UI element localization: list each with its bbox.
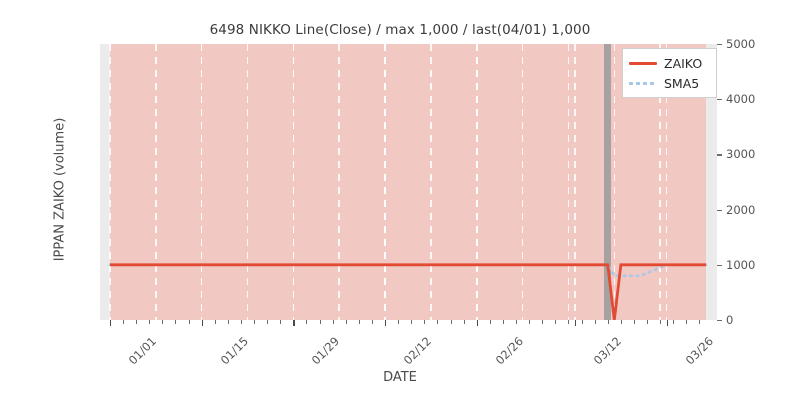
x-tick-minor [371,320,373,324]
x-tick-minor [254,320,256,324]
y-tick-label: 1000 [726,257,756,272]
x-tick-minor [123,320,125,324]
x-tick-minor [345,320,347,324]
x-tick-minor [633,320,635,324]
y-tick-label: 5000 [726,37,756,51]
x-tick-label: 03/12 [590,334,625,368]
y-tick-label: 0 [726,313,734,327]
legend-item-zaiko: ZAIKO [629,53,710,73]
series-line-sma5 [108,263,708,278]
legend-label-sma5: SMA5 [664,75,700,91]
x-tick-minor [529,320,531,324]
x-tick-minor [699,320,701,324]
x-tick-label: 02/12 [400,334,435,368]
x-tick-minor [332,320,334,324]
y-tick [717,264,722,266]
x-tick-major [110,320,112,326]
series-layer [108,263,708,320]
x-tick-minor [542,320,544,324]
chart-title: 6498 NIKKO Line(Close) / max 1,000 / las… [209,22,591,38]
x-tick-minor [660,320,662,324]
x-tick-minor [555,320,557,324]
y-tick [717,320,722,322]
x-tick-label: 03/26 [682,334,716,368]
x-tick-minor [280,320,282,324]
x-tick-minor [686,320,688,324]
x-tick-major [666,320,668,326]
legend-swatch-zaiko-icon [629,58,657,68]
x-tick-minor [227,320,229,324]
x-tick-major [201,320,203,326]
legend-swatch-sma5-icon [629,78,657,88]
x-tick-minor [424,320,426,324]
y-tick-label: 3000 [726,147,756,162]
y-axis-title: IPPAN ZAIKO (volume) [52,117,68,262]
x-tick-minor [267,320,269,324]
x-tick-label: 01/15 [217,334,251,368]
x-tick-minor [516,320,518,324]
legend-label-zaiko: ZAIKO [664,55,703,71]
x-tick-minor [450,320,452,324]
x-tick-label: 01/01 [125,334,160,368]
x-tick-minor [502,320,504,324]
vertical-marker-band [604,44,612,320]
x-tick-major [293,320,295,326]
x-tick-label: 01/29 [309,334,343,368]
y-tick [717,44,722,46]
legend-item-sma5: SMA5 [629,73,710,93]
y-tick [717,209,722,211]
y-tick-label: 4000 [726,92,756,107]
x-tick-minor [162,320,164,324]
x-tick-minor [411,320,413,324]
x-tick-minor [594,320,596,324]
x-tick-minor [489,320,491,324]
x-tick-minor [306,320,308,324]
x-tick-minor [240,320,242,324]
x-tick-minor [188,320,190,324]
x-axis-title: DATE [383,370,417,385]
x-tick-label: 02/26 [492,334,526,368]
x-tick-minor [149,320,151,324]
x-tick-minor [358,320,360,324]
y-axis-ticks-and-labels: 0 1000 2000 3000 4000 5000 [717,37,797,327]
x-tick-minor [214,320,216,324]
x-tick-major [575,320,577,326]
x-tick-minor [581,320,583,324]
x-tick-minor [607,320,609,324]
x-tick-minor [620,320,622,324]
x-tick-minor [175,320,177,324]
chart-legend: ZAIKO SMA5 [622,48,717,98]
x-axis-ticks [100,320,717,328]
y-tick-label: 2000 [726,202,756,217]
y-tick [717,154,722,156]
x-tick-minor [647,320,649,324]
series-line-zaiko [110,263,706,320]
x-tick-minor [568,320,570,324]
x-tick-major [476,320,478,326]
x-tick-minor [398,320,400,324]
x-tick-minor [319,320,321,324]
x-tick-minor [437,320,439,324]
x-tick-minor [463,320,465,324]
x-tick-minor [136,320,138,324]
x-tick-minor [673,320,675,324]
y-tick [717,99,722,101]
x-tick-major [385,320,387,326]
